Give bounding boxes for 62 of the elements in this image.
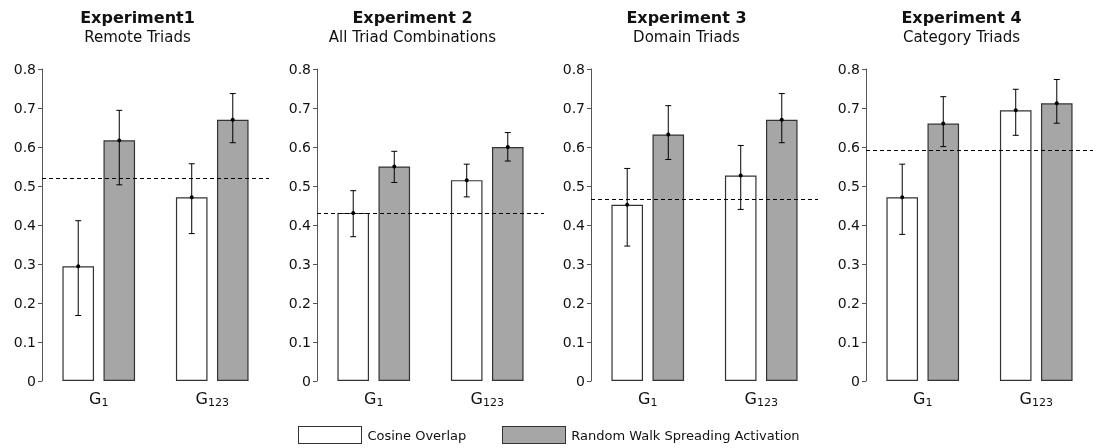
y-tick-label: 0.5 xyxy=(837,178,860,194)
chart-title: Experiment 2 xyxy=(351,7,473,27)
y-tick-label: 0.2 xyxy=(562,295,585,311)
chart-title: Experiment 4 xyxy=(900,7,1022,27)
y-tick-label: 0.4 xyxy=(288,217,311,233)
bar xyxy=(377,166,410,381)
y-tick-label: 0.2 xyxy=(13,295,36,311)
bar xyxy=(652,134,685,381)
bar xyxy=(103,140,136,381)
y-tick-label: 0.5 xyxy=(288,178,311,194)
bar xyxy=(62,266,95,381)
y-tick-label: 0.8 xyxy=(288,61,311,77)
y-tick-label: 0.7 xyxy=(288,100,311,116)
y-tick-label: 0.5 xyxy=(562,178,585,194)
chart-title: Experiment1 xyxy=(80,7,195,27)
y-tick-label: 0.7 xyxy=(562,100,585,116)
y-tick-label: 0.3 xyxy=(13,256,36,272)
y-tick-label: 0.1 xyxy=(837,334,860,350)
y-tick-label: 0.4 xyxy=(562,217,586,233)
chart-subtitle: Domain Triads xyxy=(633,27,741,46)
bar xyxy=(724,175,757,381)
chart-title: Experiment 3 xyxy=(626,7,747,27)
bar xyxy=(999,110,1032,381)
bar xyxy=(175,197,208,381)
y-tick-label: 0.4 xyxy=(13,217,37,233)
y-tick-label: 0.4 xyxy=(837,217,860,233)
y-tick-label: 0.8 xyxy=(837,61,860,77)
chart-subtitle: Remote Triads xyxy=(84,27,191,46)
y-tick-label: 0.6 xyxy=(288,139,311,155)
bar xyxy=(885,197,918,381)
chart-subtitle: All Triad Combinations xyxy=(328,27,496,46)
y-tick-label: 0.3 xyxy=(837,256,860,272)
y-tick-label: 0.2 xyxy=(837,295,860,311)
y-tick-label: 0.1 xyxy=(288,334,311,350)
legend-label: Random Walk Spreading Activation xyxy=(571,427,800,443)
y-tick-label: 0.3 xyxy=(288,256,311,272)
y-tick-label: 0 xyxy=(27,373,36,389)
y-tick-label: 0.1 xyxy=(562,334,585,350)
bar xyxy=(611,204,644,381)
y-tick-label: 0.7 xyxy=(837,100,860,116)
y-tick-label: 0.6 xyxy=(562,139,586,155)
y-tick-label: 0.2 xyxy=(288,295,311,311)
y-tick-label: 0.8 xyxy=(13,61,36,77)
bar xyxy=(491,147,524,381)
y-tick-label: 0 xyxy=(576,373,585,389)
bar xyxy=(450,180,483,381)
y-tick-label: 0.5 xyxy=(13,178,36,194)
y-tick-label: 0.8 xyxy=(562,61,585,77)
bar xyxy=(926,123,959,381)
y-tick-label: 0.6 xyxy=(837,139,860,155)
y-tick-label: 0.7 xyxy=(13,100,36,116)
y-tick-label: 0 xyxy=(301,373,311,389)
bar xyxy=(765,119,798,381)
y-tick-label: 0.6 xyxy=(13,139,37,155)
y-tick-label: 0.3 xyxy=(562,256,585,272)
bar xyxy=(216,119,249,381)
bar xyxy=(336,212,369,381)
y-tick-label: 0.1 xyxy=(13,334,36,350)
chart-subtitle: Category Triads xyxy=(902,27,1020,46)
legend-label: Cosine Overlap xyxy=(367,427,467,443)
bar xyxy=(1040,103,1073,381)
y-tick-label: 0 xyxy=(850,373,860,389)
